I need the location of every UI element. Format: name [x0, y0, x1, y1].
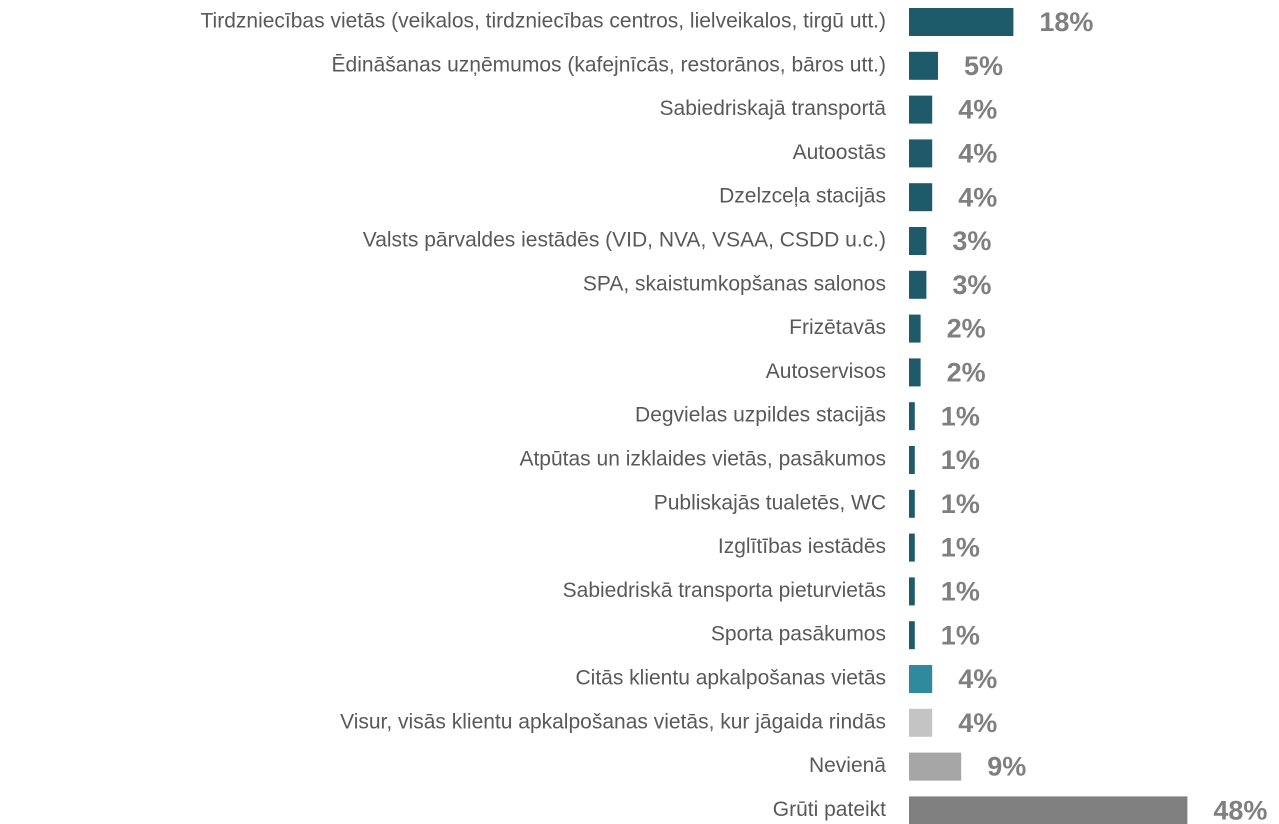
category-label: Sabiedriskajā transportā	[660, 97, 887, 120]
category-label: Sporta pasākumos	[711, 623, 886, 646]
value-label: 3%	[952, 226, 991, 256]
value-label: 3%	[952, 270, 991, 300]
value-label: 4%	[958, 182, 997, 212]
bar	[909, 95, 933, 124]
bar	[909, 665, 933, 693]
value-label: 5%	[964, 51, 1003, 81]
category-label: Tirdzniecības vietās (veikalos, tirdznie…	[201, 10, 887, 33]
bar	[909, 577, 915, 606]
value-label: 4%	[958, 664, 997, 694]
category-label: Sabiedriskā transporta pieturvietās	[563, 579, 886, 602]
bar	[909, 227, 927, 255]
bar	[909, 139, 933, 168]
category-label: Dzelzceļa stacijās	[719, 185, 886, 208]
bar	[909, 752, 962, 781]
bar	[909, 183, 933, 212]
category-label: SPA, skaistumkopšanas salonos	[583, 272, 886, 295]
value-label: 48%	[1213, 796, 1267, 824]
bar	[909, 489, 915, 518]
category-label: Citās klientu apkalpošanas vietās	[575, 667, 886, 690]
bar	[909, 446, 915, 474]
category-label: Degvielas uzpildes stacijās	[635, 404, 886, 427]
value-label: 1%	[941, 620, 980, 650]
bar	[909, 358, 921, 387]
category-label: Izglītības iestādēs	[718, 535, 886, 558]
value-label: 9%	[987, 752, 1026, 782]
category-label: Frizētavās	[789, 316, 886, 339]
bar	[909, 708, 933, 737]
value-label: 1%	[941, 577, 980, 607]
bar	[909, 8, 1014, 36]
value-label: 4%	[958, 95, 997, 125]
value-label: 4%	[958, 708, 997, 738]
bar	[909, 270, 927, 299]
category-label: Grūti pateikt	[773, 798, 886, 821]
bar	[909, 51, 938, 80]
bar	[909, 621, 915, 650]
category-label: Ēdināšanas uzņēmumos (kafejnīcās, restor…	[332, 53, 886, 76]
value-label: 1%	[941, 401, 980, 431]
value-label: 1%	[941, 445, 980, 475]
bar	[909, 533, 915, 562]
value-label: 2%	[947, 358, 986, 388]
value-label: 18%	[1039, 7, 1093, 37]
category-label: Autoostās	[793, 141, 886, 164]
category-label: Valsts pārvaldes iestādēs (VID, NVA, VSA…	[363, 229, 886, 252]
bar	[909, 796, 1188, 824]
category-label: Atpūtas un izklaides vietās, pasākumos	[519, 448, 886, 471]
category-label: Visur, visās klientu apkalpošanas vietās…	[340, 710, 886, 733]
value-label: 2%	[947, 314, 986, 344]
category-label: Autoservisos	[766, 360, 886, 383]
value-label: 4%	[958, 139, 997, 169]
category-label: Publiskajās tualetēs, WC	[654, 491, 886, 514]
bar	[909, 402, 915, 431]
category-label: Nevienā	[809, 754, 886, 777]
bar	[909, 314, 921, 343]
value-label: 1%	[941, 533, 980, 563]
value-label: 1%	[941, 489, 980, 519]
